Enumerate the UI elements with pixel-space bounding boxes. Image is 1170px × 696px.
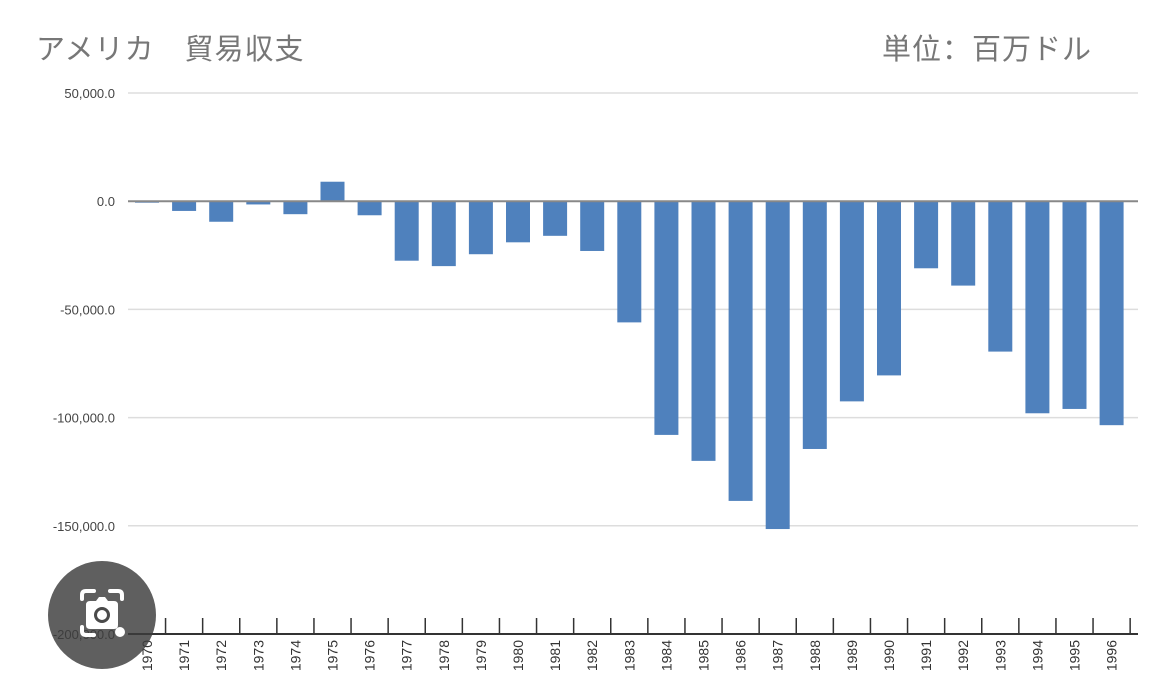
x-tick-label: 1993 [992, 640, 1008, 671]
x-tick-label: 1992 [955, 640, 971, 671]
y-tick-label: 0.0 [97, 194, 115, 209]
x-tick-label: 1974 [287, 640, 303, 671]
y-tick-label: -100,000.0 [53, 411, 115, 426]
bar-1984 [654, 201, 679, 435]
bar-1971 [172, 201, 197, 211]
y-tick-label: -150,000.0 [53, 519, 115, 534]
chart-title: アメリカ 貿易収支 [36, 32, 305, 66]
x-tick-label: 1980 [510, 640, 526, 671]
x-tick-label: 1985 [696, 640, 712, 671]
bar-1976 [357, 201, 382, 216]
lens-camera-button[interactable] [48, 561, 156, 669]
bars [135, 181, 1124, 530]
bar-1972 [209, 201, 234, 222]
x-tick-label: 1983 [621, 640, 637, 671]
bar-1988 [802, 201, 827, 449]
x-tick-label: 1990 [881, 640, 897, 671]
bar-1991 [914, 201, 939, 269]
x-tick-label: 1986 [733, 640, 749, 671]
lens-camera-icon [80, 589, 125, 637]
bar-1982 [580, 201, 605, 251]
x-tick-label: 1971 [176, 640, 192, 671]
x-tick-label: 1982 [584, 640, 600, 671]
bar-1994 [1025, 201, 1050, 414]
bar-1980 [506, 201, 530, 243]
x-axis: 1970 1971 1972 1973 1974 1975 1976 1977 1978 1979… [128, 200, 1138, 671]
bar-1986 [728, 201, 753, 501]
x-tick-label: 1996 [1104, 640, 1120, 671]
x-tick-label: 1987 [770, 640, 786, 671]
bar-1989 [839, 201, 864, 402]
unit-label: 単位：百万ドル [882, 32, 1093, 66]
bar-1977 [394, 201, 419, 261]
x-tick-label: 1973 [250, 640, 266, 671]
bar-1993 [988, 201, 1013, 352]
bar-1987 [765, 201, 790, 530]
bar-1975 [320, 181, 345, 202]
gridlines [128, 92, 1138, 527]
bar-1992 [951, 201, 976, 286]
x-tick-label: 1977 [399, 640, 415, 671]
bar-1990 [877, 201, 901, 376]
bar-1979 [468, 201, 493, 255]
y-axis-ticks: 50,000.0 0.0 -50,000.0 -100,000.0 -150,000.0… [53, 86, 115, 642]
x-tick-label: 1984 [658, 640, 674, 671]
x-tick-label: 1988 [807, 640, 823, 671]
bar-1996 [1099, 201, 1124, 426]
bar-1995 [1062, 201, 1087, 409]
x-tick-label: 1991 [918, 640, 934, 671]
x-tick-label: 1989 [844, 640, 860, 671]
x-tick-label: 1995 [1067, 640, 1083, 671]
bar-1978 [431, 201, 456, 267]
x-tick-label: 1972 [213, 640, 229, 671]
bar-1983 [617, 201, 642, 323]
x-tick-label: 1981 [547, 640, 563, 671]
y-tick-label: -50,000.0 [60, 302, 115, 317]
x-tick-label: 1975 [325, 640, 341, 671]
y-tick-label: 50,000.0 [64, 86, 115, 101]
bar-1981 [543, 201, 568, 236]
bar-1985 [691, 201, 716, 461]
x-tick-label: 1979 [473, 640, 489, 671]
x-tick-label: 1978 [436, 640, 452, 671]
bar-1974 [283, 201, 308, 215]
x-tick-label: 1994 [1029, 640, 1045, 671]
bar-1973 [246, 201, 271, 205]
x-tick-label: 1976 [362, 640, 378, 671]
